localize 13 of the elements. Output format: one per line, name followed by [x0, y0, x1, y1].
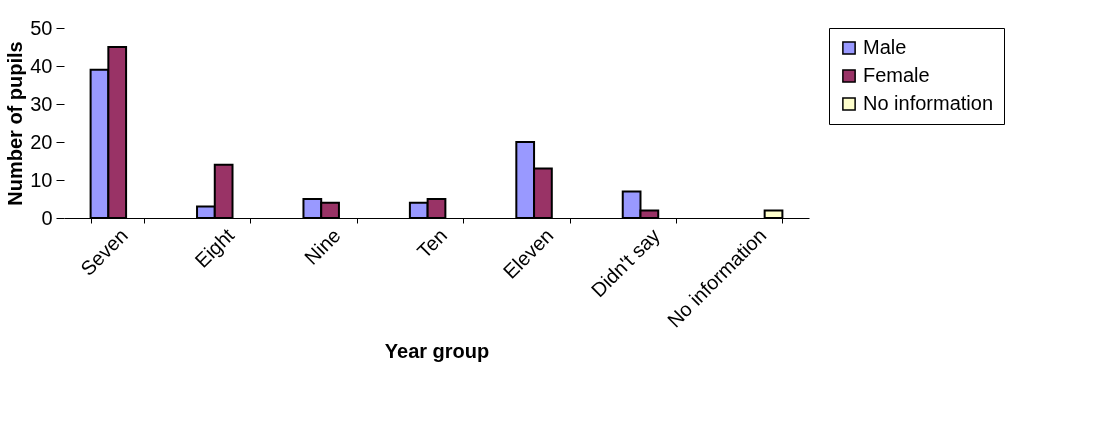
- y-axis-title: Number of pupils: [4, 41, 27, 206]
- y-tick-label: 30: [30, 92, 53, 115]
- y-tick-label: 40: [30, 54, 53, 77]
- x-tick-label: Nine: [300, 224, 345, 269]
- legend-label: No information: [863, 92, 994, 114]
- y-tick-label: 50: [30, 16, 53, 39]
- y-tick-label: 0: [41, 206, 53, 229]
- y-tick-label: 20: [30, 130, 53, 153]
- y-tick-label: 10: [30, 168, 53, 191]
- legend-label: Male: [863, 36, 907, 58]
- x-axis-title: Year group: [384, 339, 490, 362]
- legend-label: Female: [863, 64, 930, 86]
- x-tick-label: Ten: [412, 224, 452, 263]
